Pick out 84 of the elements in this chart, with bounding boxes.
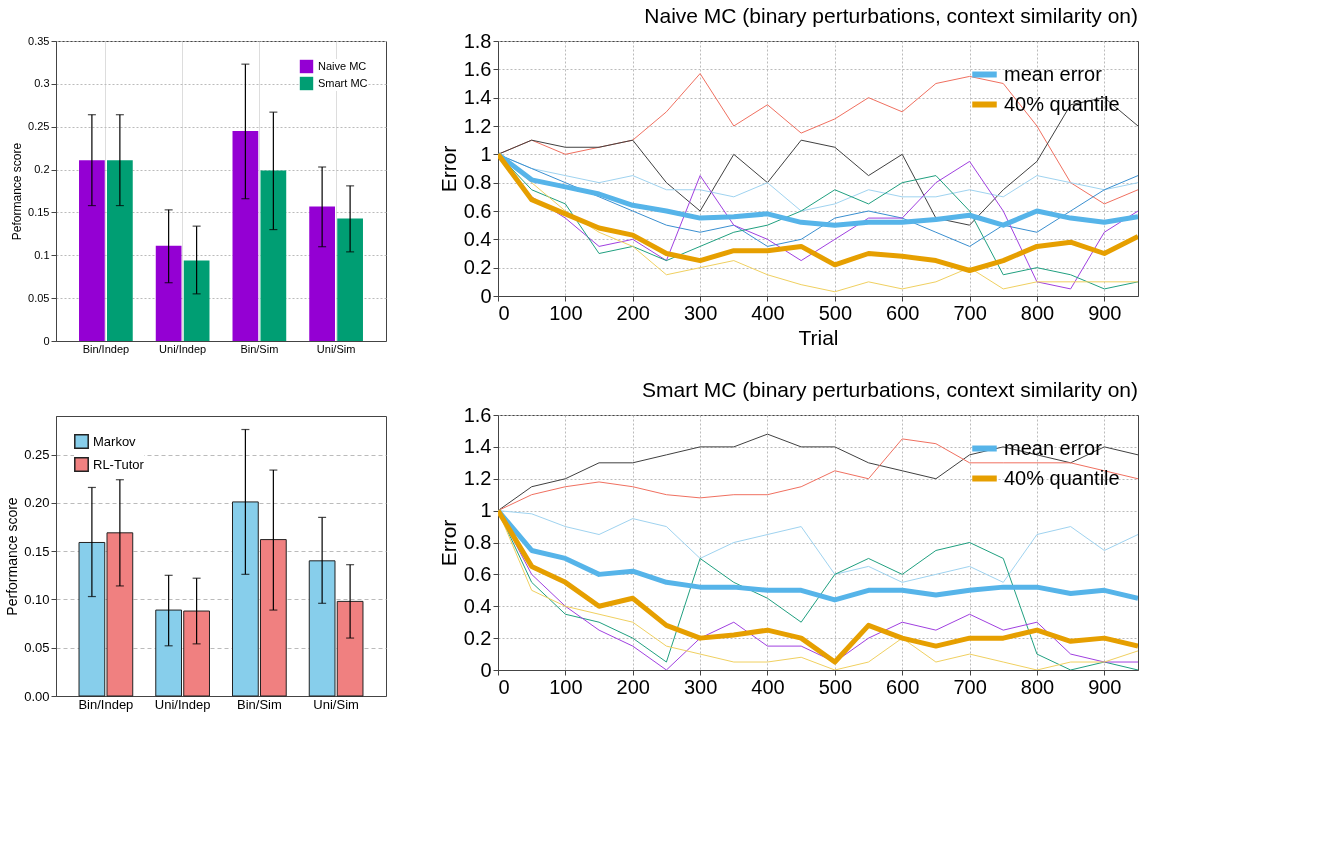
x-axis-title: Trial [798,325,839,349]
legend-label: Naive MC [318,59,367,72]
y-tick-label: 0.10 [24,591,50,607]
x-tick-label: 0 [498,301,510,324]
y-tick-label: 0.1 [34,248,50,261]
y-tick-label: 0.3 [34,77,50,90]
x-tick-label: Bin/Sim [240,342,279,355]
x-tick-label: 600 [886,675,920,698]
y-tick-label: 0.00 [24,688,50,704]
y-tick-label: 1.6 [463,403,492,426]
y-tick-label: 0.15 [28,205,50,218]
bar [337,218,363,341]
y-tick-label: 0.05 [28,291,50,304]
x-tick-label: 800 [1020,675,1055,698]
y-tick-label: 0.15 [24,543,50,559]
x-tick-label: 400 [751,301,785,324]
y-tick-label: 0.2 [463,626,492,649]
y-tick-label: 1.2 [463,467,492,490]
x-tick-label: 700 [953,675,987,698]
x-tick-label: 700 [953,301,987,324]
x-tick-label: 900 [1088,675,1122,698]
bar [260,170,287,341]
y-tick-label: 0 [480,284,492,307]
x-tick-label: Uni/Indep [154,696,211,712]
y-tick-label: 1 [480,499,492,522]
y-tick-label: 0.6 [463,199,492,222]
y-tick-label: 0.05 [24,640,50,656]
x-tick-label: 300 [683,675,718,698]
x-tick-label: 200 [616,675,650,698]
y-tick-label: 0 [43,334,50,347]
line-series [498,510,1138,583]
y-tick-label: 1.2 [463,114,492,137]
y-tick-label: 0.4 [463,594,492,617]
x-tick-label: Uni/Sim [316,342,356,355]
bar [155,245,182,341]
y-axis-title: Error [436,519,460,567]
y-tick-label: 0.8 [463,531,492,553]
legend-label: mean error [1004,62,1103,85]
x-tick-label: 400 [751,675,785,698]
legend-label: mean error [1004,436,1103,459]
x-tick-label: Uni/Sim [313,696,359,712]
chart-title: Smart MC (binary perturbations, context similarity on) [642,378,1138,401]
y-tick-label: 1 [480,142,492,165]
x-tick-label: Bin/Indep [78,696,134,712]
y-tick-label: 1.4 [463,86,492,109]
y-tick-label: 1.4 [463,435,492,458]
x-tick-label: 200 [616,301,650,324]
y-axis-title: Performance score [4,497,21,616]
y-axis-title: Peformance score [10,142,25,241]
y-tick-label: 0 [480,658,492,681]
y-tick-label: 1.6 [463,57,492,80]
y-tick-label: 0.25 [24,447,50,463]
y-tick-label: 0.4 [463,227,492,250]
x-tick-label: 500 [818,675,853,698]
y-tick-label: 0.2 [34,163,50,176]
y-tick-label: 0.8 [463,171,492,194]
x-tick-label: Uni/Indep [159,342,207,355]
y-tick-label: 0.20 [24,495,50,511]
x-tick-label: 800 [1020,301,1055,324]
x-tick-label: Bin/Indep [82,342,130,355]
x-tick-label: 0 [498,675,510,698]
bar [183,260,210,341]
x-tick-label: 100 [549,675,583,698]
x-tick-label: 100 [549,301,583,324]
bar [232,131,259,341]
y-tick-label: 0.6 [463,562,492,585]
legend-label: Smart MC [318,76,368,89]
x-tick-label: Bin/Sim [236,696,282,712]
y-tick-label: 0.2 [463,256,492,279]
chart-title: Naive MC (binary perturbations, context similarity on) [644,4,1138,27]
y-tick-label: 0.35 [28,34,50,47]
x-tick-label: 900 [1088,301,1122,324]
x-tick-label: 600 [886,301,920,324]
y-tick-label: 0.25 [28,120,50,133]
bar [79,160,105,341]
x-tick-label: 300 [683,301,718,324]
legend-label: 40% quantile [1004,466,1120,489]
y-tick-label: 1.8 [463,29,492,52]
legend-label: Markov [93,433,137,449]
y-axis-title: Error [436,145,460,193]
legend-label: RL-Tutor [93,456,145,472]
bar [309,206,335,341]
x-tick-label: 500 [818,301,853,324]
bar [107,160,133,341]
